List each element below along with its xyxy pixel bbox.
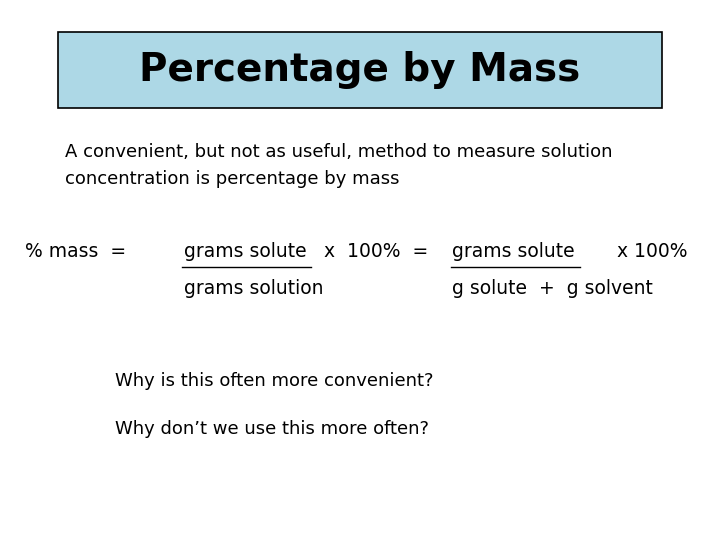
Text: Why don’t we use this more often?: Why don’t we use this more often? — [115, 420, 429, 438]
Text: x 100%: x 100% — [581, 241, 688, 261]
FancyBboxPatch shape — [58, 32, 662, 108]
Text: grams solute: grams solute — [184, 241, 306, 261]
Text: grams solute: grams solute — [452, 241, 575, 261]
Text: A convenient, but not as useful, method to measure solution: A convenient, but not as useful, method … — [65, 143, 612, 161]
Text: grams solution: grams solution — [184, 279, 323, 299]
Text: % mass  =: % mass = — [25, 241, 126, 261]
Text: g solute  +  g solvent: g solute + g solvent — [452, 279, 653, 299]
Text: concentration is percentage by mass: concentration is percentage by mass — [65, 170, 400, 188]
Text: Percentage by Mass: Percentage by Mass — [140, 51, 580, 89]
Text: x  100%  =: x 100% = — [312, 241, 428, 261]
Text: Why is this often more convenient?: Why is this often more convenient? — [115, 372, 433, 390]
